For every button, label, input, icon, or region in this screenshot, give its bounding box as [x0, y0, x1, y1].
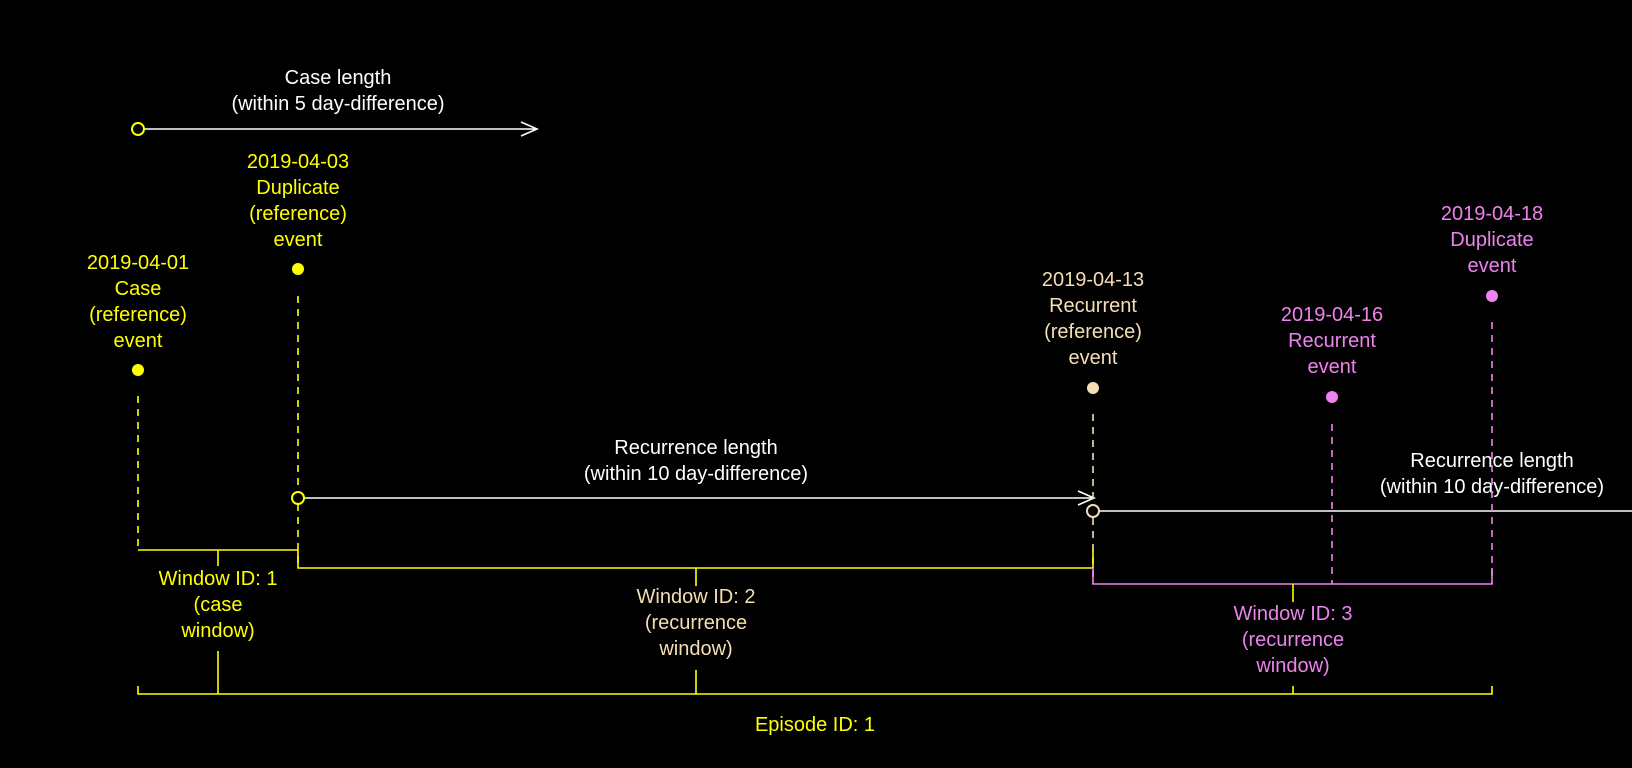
recurrence-length-title: Recurrence length	[1410, 450, 1573, 472]
episode-bracket: Episode ID: 1	[137, 686, 1493, 736]
event-label-line: Duplicate	[256, 177, 339, 199]
event-label-line: Recurrent	[1288, 330, 1376, 352]
case-length-annotation: Case length (within 5 day-difference)	[131, 67, 539, 137]
recurrence-length-subtitle: (within 10 day-difference)	[1380, 476, 1604, 498]
event-label-line: Duplicate	[1450, 229, 1533, 251]
event-point	[1087, 382, 1099, 394]
case-length-start-marker	[131, 122, 145, 136]
event-label-line: event	[1308, 356, 1357, 378]
recurrence-length-start-marker	[291, 491, 305, 505]
window-2-label-line: window)	[658, 638, 732, 660]
window-1-label-line: window)	[180, 620, 254, 642]
event-date: 2019-04-18	[1441, 203, 1543, 225]
window-2-label-line: (recurrence	[645, 612, 747, 634]
recurrence-length-start-marker	[1086, 504, 1100, 518]
event-date: 2019-04-03	[247, 151, 349, 173]
window-3-bracket: Window ID: 3 (recurrence window)	[1092, 568, 1493, 694]
event-label-line: event	[274, 229, 323, 251]
recurrence-length-subtitle: (within 10 day-difference)	[584, 463, 808, 485]
event-case-reference: 2019-04-01 Case (reference) event	[87, 252, 189, 550]
window-3-label-line: window)	[1255, 655, 1329, 677]
event-point	[132, 364, 144, 376]
event-date: 2019-04-13	[1042, 269, 1144, 291]
window-1-label-line: Window ID: 1	[159, 568, 278, 590]
event-label-line: (reference)	[249, 203, 347, 225]
recurrence-length-title: Recurrence length	[614, 437, 777, 459]
event-date: 2019-04-01	[87, 252, 189, 274]
recurrence-length-annotation-2: Recurrence length (within 10 day-differe…	[1086, 450, 1632, 518]
recurrence-length-arrowhead	[1077, 490, 1096, 506]
event-label-line: event	[1468, 255, 1517, 277]
recurrence-length-annotation-1: Recurrence length (within 10 day-differe…	[291, 437, 1096, 506]
event-recurrent-reference: 2019-04-13 Recurrent (reference) event	[1042, 269, 1144, 584]
window-2-label-line: Window ID: 2	[637, 586, 756, 608]
window-3-label-line: (recurrence	[1242, 629, 1344, 651]
event-label-line: Recurrent	[1049, 295, 1137, 317]
event-label-line: Case	[115, 278, 162, 300]
event-point	[292, 263, 304, 275]
window-3-label-line: Window ID: 3	[1234, 603, 1353, 625]
event-label-line: event	[1069, 347, 1118, 369]
window-2-bracket: Window ID: 2 (recurrence window)	[297, 550, 1094, 694]
event-duplicate: 2019-04-18 Duplicate event	[1441, 203, 1543, 584]
event-date: 2019-04-16	[1281, 304, 1383, 326]
event-duplicate-reference: 2019-04-03 Duplicate (reference) event	[247, 151, 349, 568]
case-length-subtitle: (within 5 day-difference)	[231, 93, 444, 115]
episode-bracket-line	[137, 686, 1493, 695]
case-length-title: Case length	[285, 67, 392, 89]
event-label-line: (reference)	[1044, 321, 1142, 343]
window-1-label-line: (case	[194, 594, 243, 616]
event-recurrent: 2019-04-16 Recurrent event	[1281, 304, 1383, 584]
window-1-bracket: Window ID: 1 (case window)	[138, 549, 298, 694]
event-label-line: (reference)	[89, 304, 187, 326]
case-length-arrowhead	[520, 121, 539, 137]
episode-label: Episode ID: 1	[755, 714, 875, 736]
event-point	[1326, 391, 1338, 403]
event-point	[1486, 290, 1498, 302]
event-label-line: event	[114, 330, 163, 352]
